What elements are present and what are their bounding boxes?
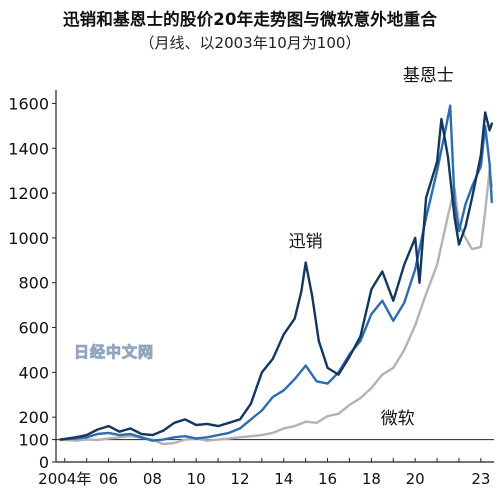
x-tick-label: 14 bbox=[274, 470, 293, 488]
chart-title: 迅销和基恩士的股价20年走势图与微软意外地重合 bbox=[62, 10, 438, 29]
y-tick-label: 0 bbox=[39, 453, 49, 472]
y-tick-label: 200 bbox=[18, 408, 49, 427]
series-annotation-2: 基恩士 bbox=[403, 66, 454, 86]
series-annotation-3: 微软 bbox=[381, 409, 415, 429]
x-tick-label: 08 bbox=[143, 470, 162, 488]
x-tick-label: 12 bbox=[230, 470, 249, 488]
series-annotation-1: 迅销 bbox=[289, 232, 323, 252]
watermark-text: 日经中文网 bbox=[74, 343, 154, 361]
y-tick-label: 1200 bbox=[8, 184, 49, 203]
x-tick-label: 23 bbox=[471, 470, 490, 488]
y-tick-label: 1400 bbox=[8, 139, 49, 158]
x-tick-label: 20 bbox=[406, 470, 425, 488]
y-tick-label: 400 bbox=[18, 363, 49, 382]
x-tick-label: 18 bbox=[362, 470, 381, 488]
x-tick-label: 10 bbox=[187, 470, 206, 488]
y-tick-label: 1600 bbox=[8, 94, 49, 113]
x-tick-label: 06 bbox=[99, 470, 118, 488]
y-tick-label: 100 bbox=[18, 431, 49, 450]
y-tick-label: 600 bbox=[18, 319, 49, 338]
y-tick-label: 1000 bbox=[8, 229, 49, 248]
x-tick-label: 16 bbox=[318, 470, 337, 488]
x-tick-label: 2004年 bbox=[38, 470, 91, 488]
series-line-2 bbox=[59, 104, 493, 442]
series-line-1 bbox=[59, 111, 493, 441]
chart-subtitle: （月线、以2003年10月为100） bbox=[139, 34, 361, 52]
y-tick-label: 800 bbox=[18, 274, 49, 293]
